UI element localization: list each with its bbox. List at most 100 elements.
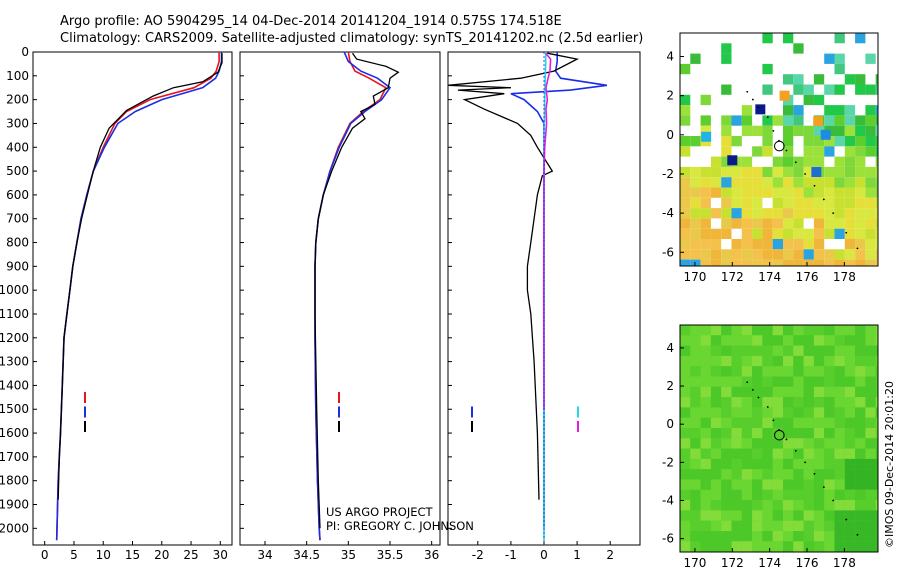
map-cell	[793, 428, 804, 439]
map-cell	[710, 228, 722, 239]
map-cell	[710, 239, 722, 250]
map-cell	[772, 500, 783, 511]
map-cell	[741, 397, 753, 408]
series-line-satellite-adj-clim-	[314, 51, 392, 541]
map-cell	[824, 218, 835, 229]
map-cell	[762, 33, 773, 44]
x-tick-label: -1	[505, 548, 517, 562]
map-cell	[783, 74, 794, 85]
map-cell	[680, 325, 691, 336]
map-cell	[813, 500, 825, 511]
map-cell	[865, 386, 876, 398]
map-cell	[690, 428, 701, 439]
track-dot	[766, 406, 769, 408]
map-cell	[752, 489, 763, 501]
header-line-1: Argo profile: AO 5904295_14 04-Dec-2014 …	[60, 14, 562, 29]
map-cell	[803, 146, 814, 157]
map-cell	[752, 386, 763, 398]
map-cell	[721, 53, 732, 64]
map-cell	[741, 156, 753, 167]
map-cell	[731, 366, 742, 377]
map-cell	[700, 218, 711, 229]
map-cell	[793, 249, 804, 260]
map-cell	[700, 208, 711, 219]
map-cell	[680, 94, 691, 106]
map-cell	[813, 94, 825, 106]
map-cell	[680, 366, 691, 377]
map-cell	[690, 541, 701, 552]
map-cell	[710, 520, 722, 531]
track-dot	[832, 499, 835, 502]
map-cell	[844, 500, 856, 511]
map-cell	[762, 259, 773, 266]
map-cell	[680, 417, 691, 428]
map-cell	[875, 84, 878, 95]
map-cell	[700, 335, 711, 346]
map-cell	[741, 208, 753, 219]
map-cell	[690, 208, 701, 219]
track-dot	[813, 472, 816, 475]
x-tick-label: 172	[721, 270, 744, 284]
map-cell	[824, 428, 835, 439]
map-cell	[875, 166, 878, 178]
map-cell	[731, 376, 742, 387]
map-cell	[813, 510, 825, 521]
map-cell	[793, 376, 804, 387]
map-cell	[741, 520, 753, 531]
map-cell	[783, 249, 794, 260]
x-tick-label: 178	[833, 270, 856, 284]
map-cell	[731, 469, 742, 480]
map-cell	[844, 428, 856, 439]
map-cell	[875, 479, 878, 490]
map-cell	[865, 489, 876, 501]
y-tick-label: 400	[6, 140, 29, 154]
map-cell	[875, 386, 878, 398]
map-cell	[813, 397, 825, 408]
map-cell	[865, 531, 876, 542]
map-cell	[824, 458, 835, 470]
map-cell	[824, 105, 835, 116]
map-cell	[721, 428, 732, 439]
map-cell	[762, 84, 773, 95]
map-cell	[855, 187, 866, 198]
map-cell	[783, 386, 794, 398]
map-cell	[772, 115, 783, 126]
map-cell	[813, 249, 825, 260]
map-cell	[824, 541, 835, 552]
map-cell	[844, 469, 856, 480]
map-cell	[844, 448, 856, 459]
map-cell	[721, 146, 732, 157]
map-cell	[813, 376, 825, 387]
map-cell	[875, 355, 878, 367]
map-cell	[783, 500, 794, 511]
map-cell	[803, 520, 814, 531]
track-dot	[832, 212, 835, 215]
map-cell	[783, 218, 794, 229]
map-cell	[834, 84, 845, 95]
map-cell	[731, 489, 742, 501]
map-cell	[762, 166, 773, 178]
map-cell	[834, 177, 845, 188]
credit-line-2: PI: GREGORY C. JOHNSON	[326, 519, 474, 533]
map-cell	[690, 177, 701, 188]
map-cell	[772, 187, 783, 198]
track-dot	[822, 198, 825, 201]
map-cell	[855, 136, 866, 147]
map-cell	[721, 469, 732, 480]
map-cell	[875, 177, 878, 188]
map-cell	[865, 105, 876, 116]
y-tick-label: 800	[6, 236, 29, 250]
map-cell	[721, 259, 732, 266]
map-cell	[865, 458, 876, 470]
map-cell	[762, 177, 773, 188]
map-cell	[844, 438, 856, 449]
x-tick-label: 36	[424, 548, 439, 562]
map-cell	[680, 208, 691, 219]
map-cell	[834, 335, 845, 346]
map-cell	[834, 355, 845, 367]
map-cell	[741, 438, 753, 449]
map-cell	[813, 156, 825, 167]
map-cell	[855, 197, 866, 209]
map-cell	[875, 208, 878, 219]
map-cell	[855, 510, 866, 521]
